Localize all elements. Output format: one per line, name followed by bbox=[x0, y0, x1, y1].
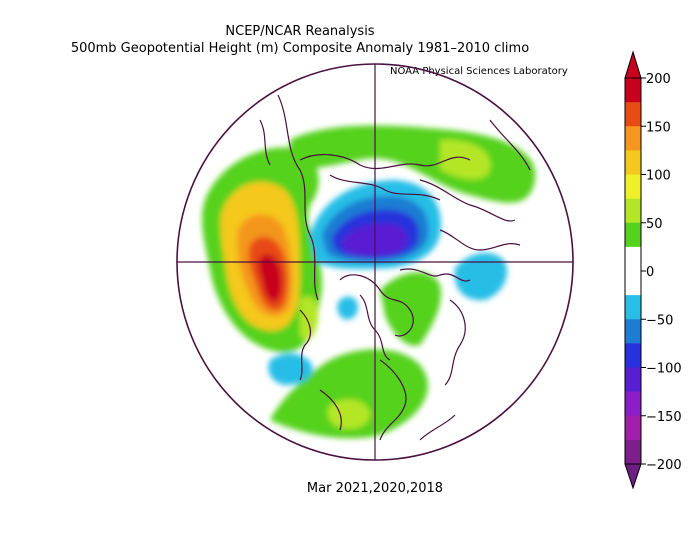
colorbar-swatch bbox=[625, 439, 641, 465]
chart-subtitle: 500mb Geopotential Height (m) Composite … bbox=[70, 41, 530, 56]
colorbar-tick-label: 150 bbox=[646, 120, 671, 135]
colorbar-swatch bbox=[625, 319, 641, 344]
negative-anomaly-center bbox=[337, 296, 358, 320]
positive-anomaly-mid bbox=[380, 272, 441, 346]
colorbar-swatch bbox=[625, 415, 641, 441]
colorbar-tick-label: −50 bbox=[646, 313, 673, 328]
colorbar-ticks: 200 150 100 50 0 −50 −100 −150 −200 bbox=[641, 72, 682, 473]
colorbar-swatch bbox=[625, 102, 641, 127]
colorbar-tick-label: 100 bbox=[646, 169, 671, 184]
colorbar-swatch bbox=[625, 78, 641, 103]
colorbar-swatch bbox=[625, 174, 641, 200]
colorbar-tick-label: 200 bbox=[646, 72, 671, 87]
colorbar-tick-label: 50 bbox=[646, 217, 663, 232]
colorbar-swatch bbox=[625, 246, 641, 272]
colorbar-arrow-top bbox=[624, 50, 642, 79]
colorbar-swatch bbox=[625, 150, 641, 175]
colorbar-arrow-bottom bbox=[624, 463, 642, 490]
colorbar-tick-label: 0 bbox=[646, 265, 654, 280]
positive-anomaly-south bbox=[270, 349, 428, 439]
red-core bbox=[258, 254, 283, 303]
colorbar-swatch bbox=[625, 126, 641, 151]
colorbar-swatch bbox=[625, 343, 641, 368]
colorbar-swatch bbox=[625, 367, 641, 393]
colorbar-swatch bbox=[625, 391, 641, 417]
positive-anomaly-south-inner bbox=[327, 399, 371, 430]
map-boundary bbox=[176, 63, 574, 461]
colorbar-swatch bbox=[625, 222, 641, 248]
colorbar-swatch bbox=[625, 198, 641, 224]
positive-anomaly-east bbox=[440, 139, 491, 180]
negative-anomaly-east bbox=[454, 252, 508, 301]
period-caption: Mar 2021,2020,2018 bbox=[306, 481, 444, 496]
chart-title: NCEP/NCAR Reanalysis bbox=[225, 24, 375, 39]
colorbar-tick-label: −100 bbox=[646, 362, 682, 377]
colorbar-tick-label: −150 bbox=[646, 410, 682, 425]
credit-label: NOAA Physical Sciences Laboratory bbox=[390, 66, 568, 77]
colorbar-tick-label: −200 bbox=[646, 458, 682, 473]
yellow-east bbox=[300, 296, 319, 340]
colorbar-swatch bbox=[625, 271, 641, 296]
colorbar-swatches bbox=[624, 77, 642, 465]
colorbar-swatch bbox=[625, 295, 641, 320]
